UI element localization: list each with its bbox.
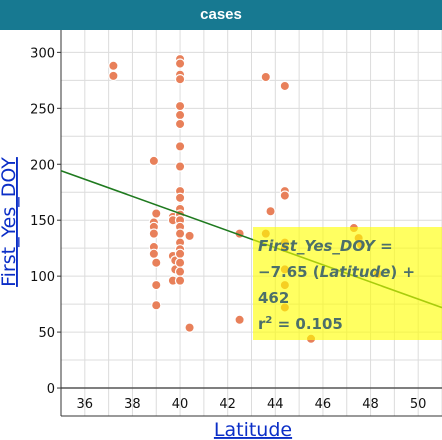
x-axis-title[interactable]: Latitude <box>214 419 292 440</box>
data-point <box>148 155 160 167</box>
grid <box>60 30 442 416</box>
fit-coef-end: ) + <box>390 263 416 281</box>
axes: 0 50 100 150 200 250 300 36 38 40 42 44 46 48 50 <box>30 30 442 417</box>
data-point <box>151 257 162 268</box>
data-point <box>265 206 276 217</box>
data-point <box>151 279 162 291</box>
y-axis-title[interactable]: First_Yes_DOY <box>0 157 20 287</box>
data-point <box>184 322 195 333</box>
fit-equation-box <box>253 227 442 340</box>
y-tick-label: 0 <box>47 382 55 397</box>
fit-equation: First_Yes_DOY = −7.65 (Latitude) + 462 r… <box>258 233 438 337</box>
fit-var: Latitude <box>319 263 391 281</box>
y-tick-label: 50 <box>38 326 55 341</box>
x-tick-label: 42 <box>219 397 236 412</box>
data-point <box>234 314 245 325</box>
data-point <box>174 257 186 268</box>
data-point <box>174 275 186 286</box>
fit-r2-label: r <box>258 315 266 333</box>
y-tick-label: 200 <box>30 158 55 173</box>
y-tick-label: 300 <box>30 46 55 61</box>
fit-intercept: 462 <box>258 289 290 307</box>
data-point <box>108 60 119 72</box>
y-tick-label: 150 <box>30 214 55 229</box>
data-point <box>174 58 186 69</box>
fit-r2-sup: 2 <box>265 315 273 326</box>
data-point <box>174 141 186 152</box>
fit-coef: −7.65 ( <box>258 263 320 281</box>
fit-lhs: First_Yes_DOY = <box>258 237 393 255</box>
x-tick-label: 40 <box>172 397 189 412</box>
data-point <box>174 118 186 130</box>
data-point <box>174 266 186 277</box>
data-point <box>108 70 119 82</box>
x-tick-label: 36 <box>77 397 94 412</box>
data-point <box>174 192 186 204</box>
data-point <box>174 161 186 172</box>
y-tick-label: 100 <box>30 270 55 285</box>
data-point <box>174 100 186 112</box>
data-point <box>279 190 291 201</box>
fit-r2-value: = 0.105 <box>272 315 343 333</box>
data-point <box>184 230 195 242</box>
x-tick-label: 50 <box>410 397 427 412</box>
x-tick-label: 48 <box>362 397 379 412</box>
data-point <box>148 248 160 259</box>
y-tick-label: 250 <box>30 102 55 117</box>
data-point <box>279 80 291 92</box>
x-tick-label: 38 <box>124 397 141 412</box>
data-point <box>174 228 186 239</box>
data-point <box>151 208 162 219</box>
data-point <box>174 248 186 259</box>
data-point <box>260 71 271 83</box>
window-title: cases <box>0 0 442 30</box>
data-point <box>148 228 160 239</box>
data-point <box>151 300 162 311</box>
data-point <box>174 109 186 121</box>
x-tick-label: 44 <box>267 397 284 412</box>
data-point <box>174 74 186 85</box>
x-tick-label: 46 <box>315 397 332 412</box>
